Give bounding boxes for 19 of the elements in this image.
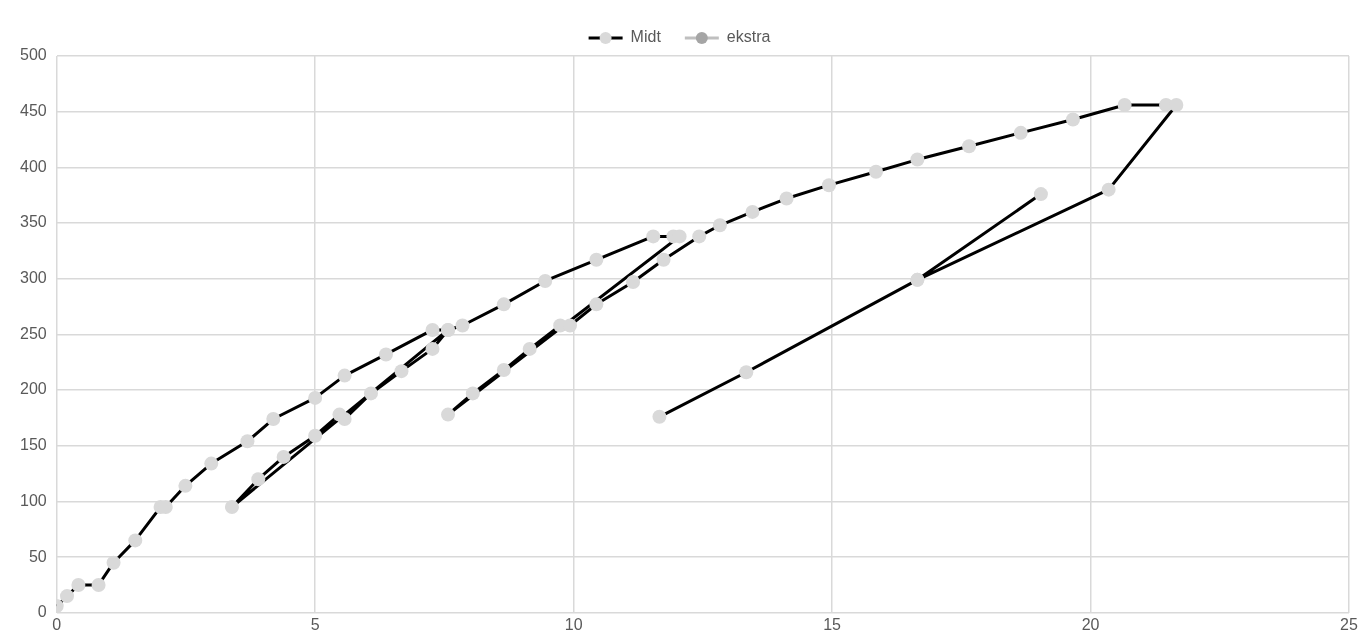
- x-tick-label: 10: [564, 615, 583, 633]
- y-tick-label: 350: [19, 213, 47, 231]
- y-tick-label: 400: [19, 157, 47, 175]
- y-tick-label: 500: [19, 46, 47, 64]
- x-tick-label: 25: [1340, 615, 1358, 633]
- legend-label: ekstra: [726, 28, 771, 46]
- y-tick-label: 250: [19, 324, 47, 342]
- x-tick-label: 0: [52, 615, 62, 633]
- y-tick-label: 150: [19, 436, 47, 454]
- x-tick-label: 5: [310, 615, 320, 633]
- y-tick-label: 50: [28, 547, 47, 565]
- y-tick-label: 200: [19, 380, 47, 398]
- legend-label: Midt: [630, 28, 662, 46]
- x-tick-label: 15: [823, 615, 842, 633]
- y-tick-label: 100: [19, 491, 47, 509]
- y-tick-label: 450: [19, 102, 47, 120]
- x-tick-label: 20: [1081, 615, 1100, 633]
- y-tick-label: 0: [37, 603, 47, 621]
- y-tick-label: 300: [19, 269, 47, 287]
